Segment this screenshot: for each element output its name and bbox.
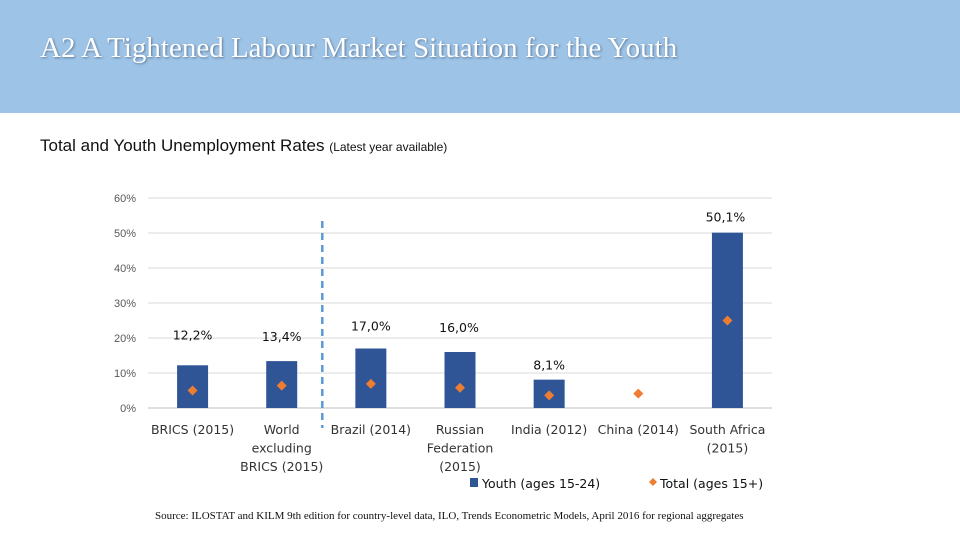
header-banner	[0, 0, 960, 113]
source-note: Source: ILOSTAT and KILM 9th edition for…	[155, 510, 744, 522]
y-tick-label: 50%	[114, 228, 136, 240]
category-label: World excluding BRICS (2015)	[240, 422, 323, 474]
y-axis-ticks: 0% 10% 20% 30% 40% 50% 60%	[114, 193, 136, 415]
category-label-line: BRICS (2015)	[240, 459, 323, 474]
total-marker	[633, 388, 644, 399]
category-label-line: (2015)	[439, 459, 481, 474]
legend: Youth (ages 15-24) Total (ages 15+)	[470, 476, 763, 491]
category-label: Russian Federation (2015)	[427, 422, 494, 474]
youth-data-label: 8,1%	[533, 358, 565, 373]
legend-total-label: Total (ages 15+)	[659, 476, 763, 491]
legend-youth-label: Youth (ages 15-24)	[481, 476, 600, 491]
x-axis-categories: BRICS (2015) World excluding BRICS (2015) Br…	[151, 422, 765, 474]
category-label-line: South Africa	[689, 422, 765, 437]
youth-data-label: 16,0%	[439, 320, 479, 335]
subtitle-note: (Latest year available)	[329, 140, 448, 154]
legend-total-swatch	[649, 478, 657, 486]
category-label-line: Brazil (2014)	[331, 422, 411, 437]
category-label-line: China (2014)	[598, 422, 679, 437]
category-label-line: India (2012)	[511, 422, 587, 437]
y-tick-label: 0%	[120, 403, 136, 415]
data-labels: 12,2% 13,4% 17,0% 16,0% 8,1% 50,1%	[173, 210, 746, 373]
chart-subtitle: Total and Youth Unemployment Rates (Late…	[40, 136, 447, 156]
youth-bar	[444, 352, 476, 408]
legend-youth-swatch	[470, 478, 478, 487]
category-label: Brazil (2014)	[331, 422, 411, 437]
subtitle-main: Total and Youth Unemployment Rates	[40, 136, 325, 155]
total-marker	[187, 385, 198, 396]
category-label-line: World	[264, 422, 300, 437]
y-tick-label: 30%	[114, 298, 136, 310]
category-label: India (2012)	[511, 422, 587, 437]
y-tick-label: 60%	[114, 193, 136, 205]
category-label: South Africa (2015)	[689, 422, 765, 456]
category-label-line: excluding	[252, 441, 312, 456]
youth-data-label: 12,2%	[173, 327, 213, 342]
total-marker	[365, 378, 376, 389]
youth-bars	[177, 232, 743, 408]
category-label-line: BRICS (2015)	[151, 422, 234, 437]
youth-bar	[355, 348, 387, 408]
total-marker	[544, 390, 555, 401]
total-marker	[276, 380, 287, 391]
y-tick-label: 20%	[114, 333, 136, 345]
total-marker	[722, 315, 733, 326]
category-label-line: (2015)	[707, 441, 749, 456]
youth-data-label: 17,0%	[351, 319, 391, 334]
category-label-line: Russian	[436, 422, 484, 437]
category-label: BRICS (2015)	[151, 422, 234, 437]
category-label: China (2014)	[598, 422, 679, 437]
category-label-line: Federation	[427, 441, 494, 456]
youth-data-label: 13,4%	[262, 329, 302, 344]
youth-data-label: 50,1%	[706, 210, 746, 225]
total-markers	[187, 315, 733, 401]
y-tick-label: 10%	[114, 368, 136, 380]
y-tick-label: 40%	[114, 263, 136, 275]
page-title: A2 A Tightened Labour Market Situation f…	[40, 32, 678, 64]
total-marker	[455, 382, 465, 393]
